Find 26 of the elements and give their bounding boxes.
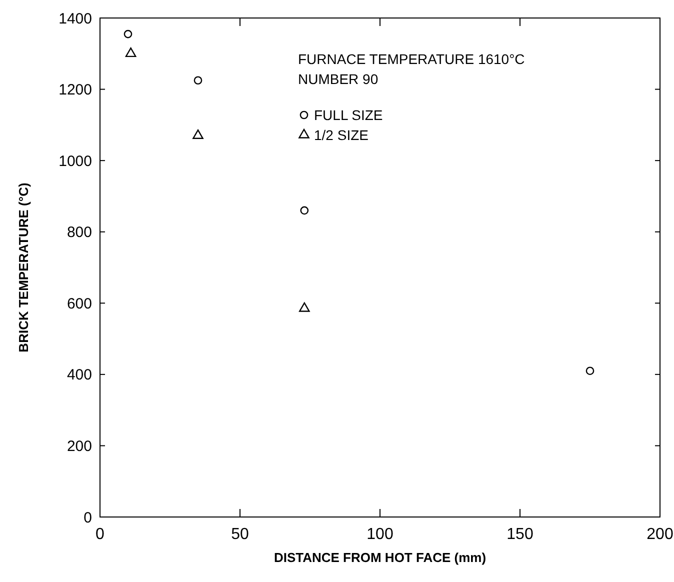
point	[125, 47, 136, 58]
legend-label: 1/2 SIZE	[314, 127, 368, 143]
y-tick-label: 1000	[58, 152, 92, 170]
point	[192, 129, 204, 139]
y-tick-label: 0	[84, 509, 92, 526]
point	[300, 206, 309, 215]
annotation: FURNACE TEMPERATURE 1610°C	[298, 51, 525, 67]
x-axis-title: DISTANCE FROM HOT FACE (mm)	[274, 550, 486, 565]
annotation: NUMBER 90	[298, 71, 378, 87]
y-tick-label: 1400	[58, 10, 92, 28]
y-tick-label: 200	[66, 438, 92, 455]
x-tick-label: 50	[231, 526, 249, 543]
x-tick-label: 150	[506, 526, 534, 543]
point	[586, 366, 594, 376]
y-tick-label: 1200	[58, 82, 92, 99]
y-tick-label: 800	[66, 224, 92, 242]
x-tick-label: 100	[366, 526, 394, 543]
point	[298, 302, 310, 312]
legend-label: FULL SIZE	[314, 107, 383, 123]
y-axis-title: BRICK TEMPERATURE (°C)	[16, 182, 31, 352]
x-tick-label: 0	[96, 526, 105, 543]
y-tick-label: 400	[66, 366, 92, 384]
x-tick-label: 200	[646, 526, 674, 543]
point	[194, 76, 202, 85]
y-tick-label: 600	[66, 295, 92, 312]
point	[124, 30, 132, 38]
